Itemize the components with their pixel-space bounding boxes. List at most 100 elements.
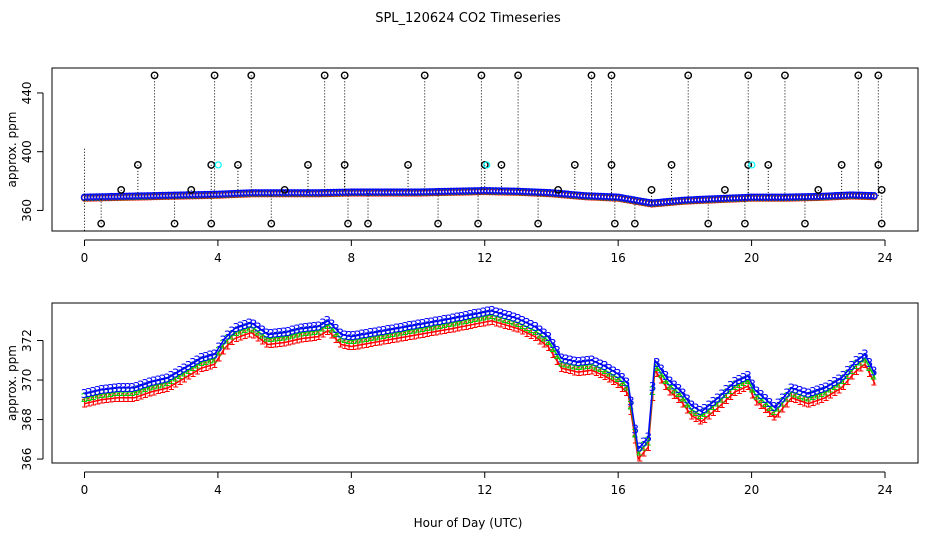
- series-1-point: 1: [770, 410, 778, 424]
- series-2-point: 2: [211, 351, 219, 365]
- series-3-point: 3: [115, 381, 123, 395]
- series-3-point: 3: [358, 328, 366, 342]
- series-1-point: 1: [605, 372, 613, 386]
- series-2-point: 2: [670, 382, 678, 396]
- spike-point-mid: [404, 161, 412, 169]
- series-1-point: 1: [705, 408, 713, 422]
- spike-point-near: [280, 185, 289, 194]
- series-3-point: 3: [761, 392, 769, 406]
- series-3-point: 3: [271, 327, 279, 341]
- spike-point-high: [210, 71, 219, 80]
- spike-point-mid: [133, 161, 142, 169]
- series-2-point: 2: [323, 318, 331, 332]
- series-2-point: 2: [553, 348, 561, 362]
- series-3-point: 3: [98, 383, 106, 397]
- series-3-point: 3: [692, 401, 700, 415]
- series-2-point: 2: [866, 360, 874, 374]
- series-1-point: 1: [822, 390, 830, 404]
- series-2-point: 2: [102, 386, 110, 400]
- spike-point-high: [514, 71, 523, 80]
- series-1-point: 1: [319, 327, 327, 341]
- series-3-point: 3: [228, 324, 236, 338]
- series-1-point: 1: [809, 395, 817, 409]
- series-1-point: 1: [310, 330, 318, 344]
- series-3-point: 3: [835, 373, 843, 387]
- series-3-point: 3: [475, 306, 483, 320]
- series-2-point: 2: [636, 445, 644, 459]
- series-1-point: 1: [94, 394, 102, 408]
- series-3-point: 3: [558, 351, 566, 365]
- series-1-line: [84, 320, 876, 461]
- series-1-point: 1: [380, 334, 388, 348]
- spike-point-near: [721, 185, 729, 194]
- series-1-point: 1: [454, 320, 462, 334]
- series-3-point: 3: [354, 328, 362, 342]
- series-2-point: 2: [146, 380, 154, 394]
- series-1-point: 1: [133, 390, 141, 404]
- series-2-point: 2: [406, 323, 414, 337]
- spike-point-mid: [837, 161, 846, 169]
- series-3-point: 3: [323, 314, 331, 328]
- series-2-line: [84, 314, 876, 455]
- series-3-point: 3: [779, 392, 787, 406]
- spike-point-mid: [607, 161, 616, 169]
- series-3-point: 3: [393, 322, 401, 336]
- spike-point-high: [744, 71, 753, 80]
- series-1-point: 1: [211, 357, 219, 371]
- series-3-point: 3: [293, 323, 301, 337]
- y-tick-label: 366: [20, 448, 34, 471]
- cyan-point: [748, 161, 756, 169]
- series-2-point: 2: [363, 331, 371, 345]
- spike-point-low: [344, 219, 352, 228]
- series-1-point: 1: [423, 326, 431, 340]
- series-1-point: 1: [601, 369, 609, 383]
- x-tick-label: 0: [81, 483, 89, 497]
- series-2-point: 2: [848, 363, 856, 377]
- series-2-point: 2: [384, 327, 392, 341]
- series-3-point: 3: [467, 308, 475, 322]
- series-2-point: 2: [202, 354, 210, 368]
- series-3-point: 3: [744, 369, 752, 383]
- series-2-point: 2: [523, 320, 531, 334]
- series-3-point: 3: [774, 397, 782, 411]
- series-1-point: 1: [709, 405, 717, 419]
- spike-point-mid: [497, 161, 506, 169]
- series-2-point: 2: [562, 356, 570, 370]
- series-1-point: 1: [193, 364, 201, 378]
- series-1-point: 1: [623, 385, 631, 399]
- series-1-point: 1: [180, 371, 188, 385]
- x-tick-label: 24: [877, 483, 892, 497]
- series-2-point: 2: [81, 391, 89, 405]
- series-1-point: 1: [735, 383, 743, 397]
- series-1-point: 1: [757, 398, 765, 412]
- series-3-point: 3: [454, 311, 462, 325]
- series-2-point: 2: [163, 375, 171, 389]
- series-1-point: 1: [228, 334, 236, 348]
- series-3-point: 3: [592, 355, 600, 369]
- series-1-point: 1: [571, 364, 579, 378]
- series-3-point: 3: [102, 382, 110, 396]
- series-2-point: 2: [826, 382, 834, 396]
- spike-point-near: [647, 185, 656, 194]
- x-tick-label: 0: [81, 251, 89, 265]
- series-3-point: 3: [714, 391, 722, 405]
- series-2-point: 2: [844, 368, 852, 382]
- bottom-panel-y-axis: 366 368 370 372: [20, 329, 44, 471]
- series-1-point: 1: [350, 339, 358, 353]
- series-2-point: 2: [709, 399, 717, 413]
- series-1-point: 1: [579, 364, 587, 378]
- series-2-point: 2: [410, 322, 418, 336]
- series-1-point: 1: [805, 397, 813, 411]
- series-1-point: 1: [527, 328, 535, 342]
- series-1-point: 1: [250, 327, 258, 341]
- series-2-point: 2: [748, 381, 756, 395]
- series-3-point: 3: [237, 320, 245, 334]
- series-3-point: 3: [662, 369, 670, 383]
- top-panel-x-axis: 0 4 8 12 16 20 24: [81, 239, 893, 265]
- spike-point-high: [340, 71, 349, 80]
- series-1-point: 1: [107, 392, 115, 406]
- series-2-point: 2: [527, 322, 535, 336]
- series-1-point: 1: [852, 364, 860, 378]
- series-3-point: 3: [826, 378, 834, 392]
- series-2-point: 2: [432, 319, 440, 333]
